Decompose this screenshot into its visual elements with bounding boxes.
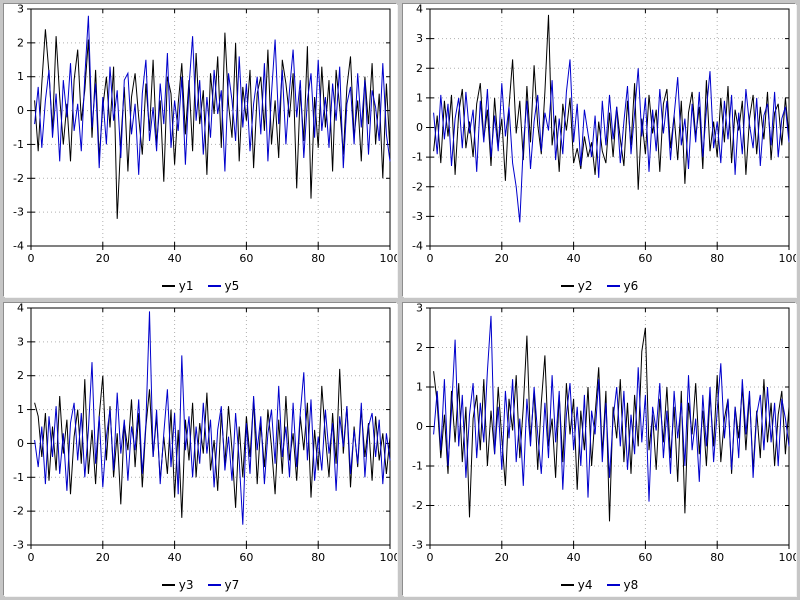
legend-item-y5: y5 — [207, 279, 240, 293]
chart-panel-1: 0 20 40 60 80 100 -4 -3 -2 -1 0 1 2 3 y1 y5 — [4, 4, 397, 297]
svg-text:-2: -2 — [13, 172, 24, 185]
legend-line-sample-icon — [207, 584, 221, 586]
svg-text:-3: -3 — [412, 539, 423, 552]
svg-text:1: 1 — [17, 70, 24, 83]
legend-line-sample-icon — [207, 285, 221, 287]
svg-text:3: 3 — [416, 303, 423, 315]
legend-line-sample-icon — [606, 584, 620, 586]
chart-panel-4: 0 20 40 60 80 100 -3 -2 -1 0 1 2 3 y4 y8 — [403, 303, 796, 596]
legend-label-y8: y8 — [623, 578, 639, 592]
legend-label-y5: y5 — [224, 279, 240, 293]
svg-text:2: 2 — [17, 369, 24, 382]
plot-y1-y5: 0 20 40 60 80 100 -4 -3 -2 -1 0 1 2 3 — [13, 4, 398, 265]
svg-text:80: 80 — [710, 551, 724, 564]
svg-text:100: 100 — [779, 551, 797, 564]
legend-item-y4: y4 — [560, 578, 593, 592]
plot-y3-y7: 0 20 40 60 80 100 -3 -2 -1 0 1 2 3 4 — [13, 303, 398, 564]
svg-text:-1: -1 — [412, 460, 423, 473]
svg-text:-3: -3 — [13, 539, 24, 552]
svg-text:20: 20 — [96, 252, 110, 265]
legend-line-sample-icon — [560, 285, 574, 287]
svg-text:20: 20 — [495, 551, 509, 564]
svg-text:0: 0 — [28, 252, 35, 265]
svg-text:3: 3 — [17, 4, 24, 16]
svg-text:0: 0 — [17, 437, 24, 450]
svg-text:1: 1 — [17, 403, 24, 416]
svg-text:3: 3 — [416, 32, 423, 45]
legend-line-sample-icon — [560, 584, 574, 586]
svg-text:0: 0 — [416, 420, 423, 433]
legend-item-y1: y1 — [161, 279, 194, 293]
svg-text:60: 60 — [239, 551, 253, 564]
svg-text:40: 40 — [567, 252, 581, 265]
legend-1: y1 y5 — [4, 275, 397, 297]
legend-label-y1: y1 — [178, 279, 194, 293]
plot-y4-y8: 0 20 40 60 80 100 -3 -2 -1 0 1 2 3 — [412, 303, 797, 564]
chart-panel-3: 0 20 40 60 80 100 -3 -2 -1 0 1 2 3 4 y3 y7 — [4, 303, 397, 596]
svg-text:0: 0 — [17, 104, 24, 117]
svg-text:0: 0 — [416, 121, 423, 134]
svg-text:2: 2 — [416, 341, 423, 354]
svg-text:-2: -2 — [412, 499, 423, 512]
svg-text:100: 100 — [380, 551, 398, 564]
svg-text:60: 60 — [239, 252, 253, 265]
chart-panel-2: 0 20 40 60 80 100 -4 -3 -2 -1 0 1 2 3 4 y2 y6 — [403, 4, 796, 297]
svg-text:2: 2 — [17, 36, 24, 49]
svg-text:0: 0 — [28, 551, 35, 564]
legend-label-y7: y7 — [224, 578, 240, 592]
legend-2: y2 y6 — [403, 275, 796, 297]
legend-item-y6: y6 — [606, 279, 639, 293]
legend-line-sample-icon — [606, 285, 620, 287]
legend-line-sample-icon — [161, 285, 175, 287]
svg-text:60: 60 — [638, 252, 652, 265]
legend-label-y3: y3 — [178, 578, 194, 592]
legend-3: y3 y7 — [4, 574, 397, 596]
legend-4: y4 y8 — [403, 574, 796, 596]
svg-text:40: 40 — [168, 252, 182, 265]
legend-label-y2: y2 — [577, 279, 593, 293]
svg-text:20: 20 — [495, 252, 509, 265]
legend-item-y2: y2 — [560, 279, 593, 293]
svg-text:2: 2 — [416, 62, 423, 75]
svg-text:-4: -4 — [13, 240, 24, 253]
svg-text:1: 1 — [416, 91, 423, 104]
svg-text:80: 80 — [311, 551, 325, 564]
svg-text:-1: -1 — [13, 138, 24, 151]
svg-text:-2: -2 — [13, 505, 24, 518]
legend-label-y4: y4 — [577, 578, 593, 592]
legend-label-y6: y6 — [623, 279, 639, 293]
svg-text:3: 3 — [17, 335, 24, 348]
svg-text:60: 60 — [638, 551, 652, 564]
svg-text:80: 80 — [311, 252, 325, 265]
svg-text:40: 40 — [168, 551, 182, 564]
svg-text:40: 40 — [567, 551, 581, 564]
svg-text:100: 100 — [380, 252, 398, 265]
svg-text:-1: -1 — [13, 471, 24, 484]
svg-text:-3: -3 — [412, 210, 423, 223]
svg-text:-3: -3 — [13, 206, 24, 219]
svg-text:0: 0 — [427, 252, 434, 265]
legend-item-y3: y3 — [161, 578, 194, 592]
svg-text:1: 1 — [416, 381, 423, 394]
svg-text:-2: -2 — [412, 180, 423, 193]
legend-item-y8: y8 — [606, 578, 639, 592]
svg-text:-4: -4 — [412, 240, 423, 253]
svg-text:20: 20 — [96, 551, 110, 564]
svg-text:4: 4 — [17, 303, 24, 315]
legend-line-sample-icon — [161, 584, 175, 586]
plot-y2-y6: 0 20 40 60 80 100 -4 -3 -2 -1 0 1 2 3 4 — [412, 4, 797, 265]
svg-text:100: 100 — [779, 252, 797, 265]
svg-text:-1: -1 — [412, 151, 423, 164]
svg-text:4: 4 — [416, 4, 423, 16]
svg-text:80: 80 — [710, 252, 724, 265]
svg-text:0: 0 — [427, 551, 434, 564]
legend-item-y7: y7 — [207, 578, 240, 592]
